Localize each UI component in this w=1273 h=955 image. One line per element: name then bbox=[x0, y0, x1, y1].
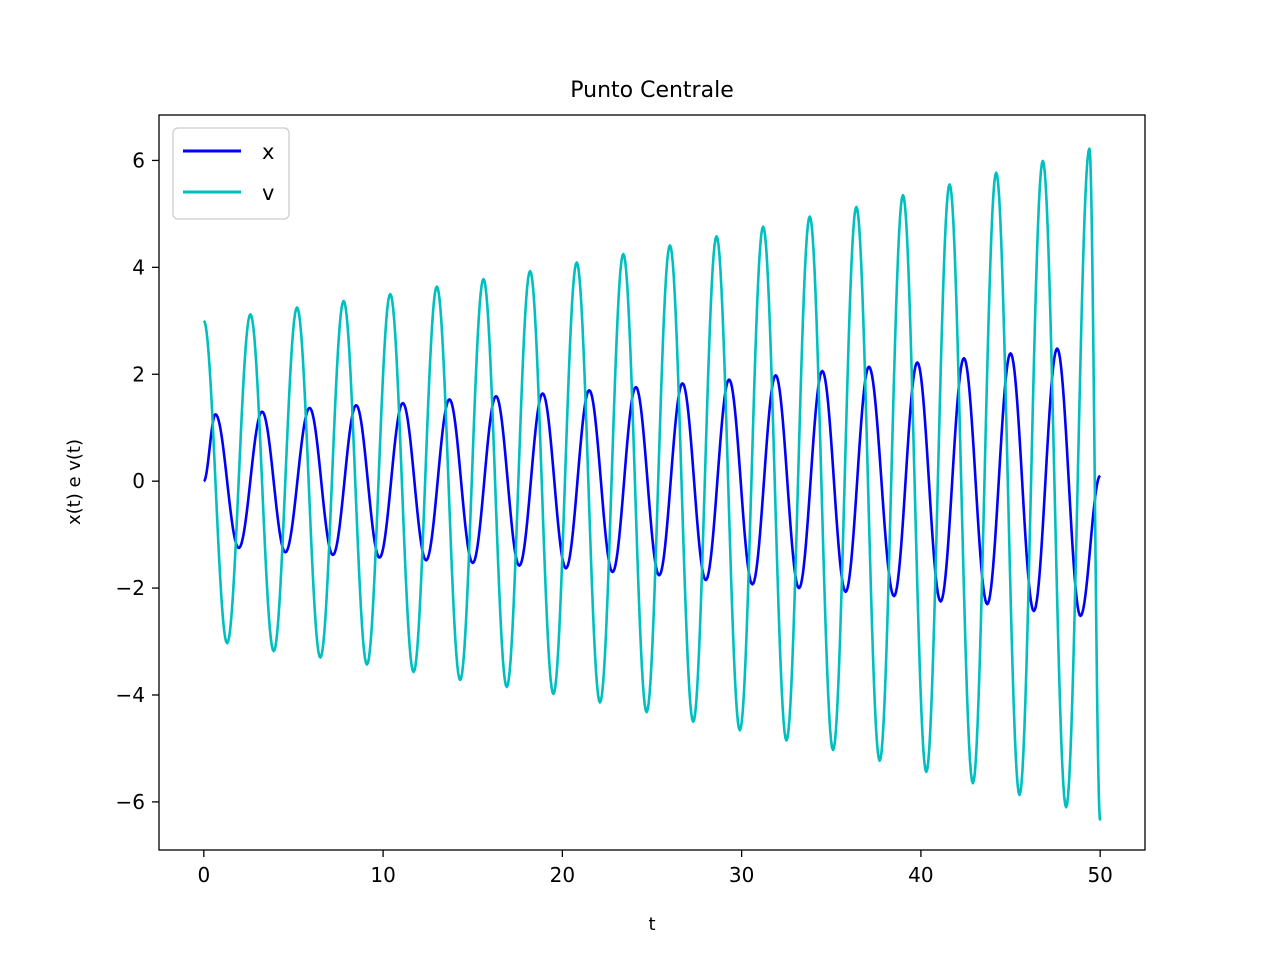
y-tick-label: −4 bbox=[116, 683, 145, 707]
x-tick-label: 30 bbox=[729, 863, 754, 887]
series-line-x bbox=[203, 347, 1101, 618]
y-axis-label: x(t) e v(t) bbox=[64, 439, 85, 525]
legend-label-v: v bbox=[262, 181, 274, 205]
x-tick-label: 20 bbox=[550, 863, 575, 887]
y-tick-label: −2 bbox=[116, 576, 145, 600]
axes-frame bbox=[158, 114, 1146, 851]
x-tick-label: 50 bbox=[1087, 863, 1112, 887]
legend-label-x: x bbox=[262, 140, 274, 164]
x-tick-label: 40 bbox=[908, 863, 933, 887]
y-tick-label: 2 bbox=[132, 362, 145, 386]
series-line-v bbox=[202, 147, 1102, 821]
y-axis-ticks: −6 −4 −2 0 2 4 6 bbox=[116, 148, 159, 814]
plot-area bbox=[158, 114, 1146, 851]
chart-title: Punto Centrale bbox=[570, 78, 734, 103]
legend: x v bbox=[172, 127, 290, 220]
y-tick-label: 4 bbox=[132, 255, 145, 279]
series-lines bbox=[202, 147, 1102, 821]
y-tick-label: 0 bbox=[132, 469, 145, 493]
x-axis-label: t bbox=[648, 914, 655, 935]
x-axis-ticks: 0 10 20 30 40 50 bbox=[197, 850, 1113, 887]
y-tick-label: 6 bbox=[132, 148, 145, 172]
y-tick-label: −6 bbox=[116, 790, 145, 814]
x-tick-label: 10 bbox=[370, 863, 395, 887]
x-tick-label: 0 bbox=[197, 863, 210, 887]
